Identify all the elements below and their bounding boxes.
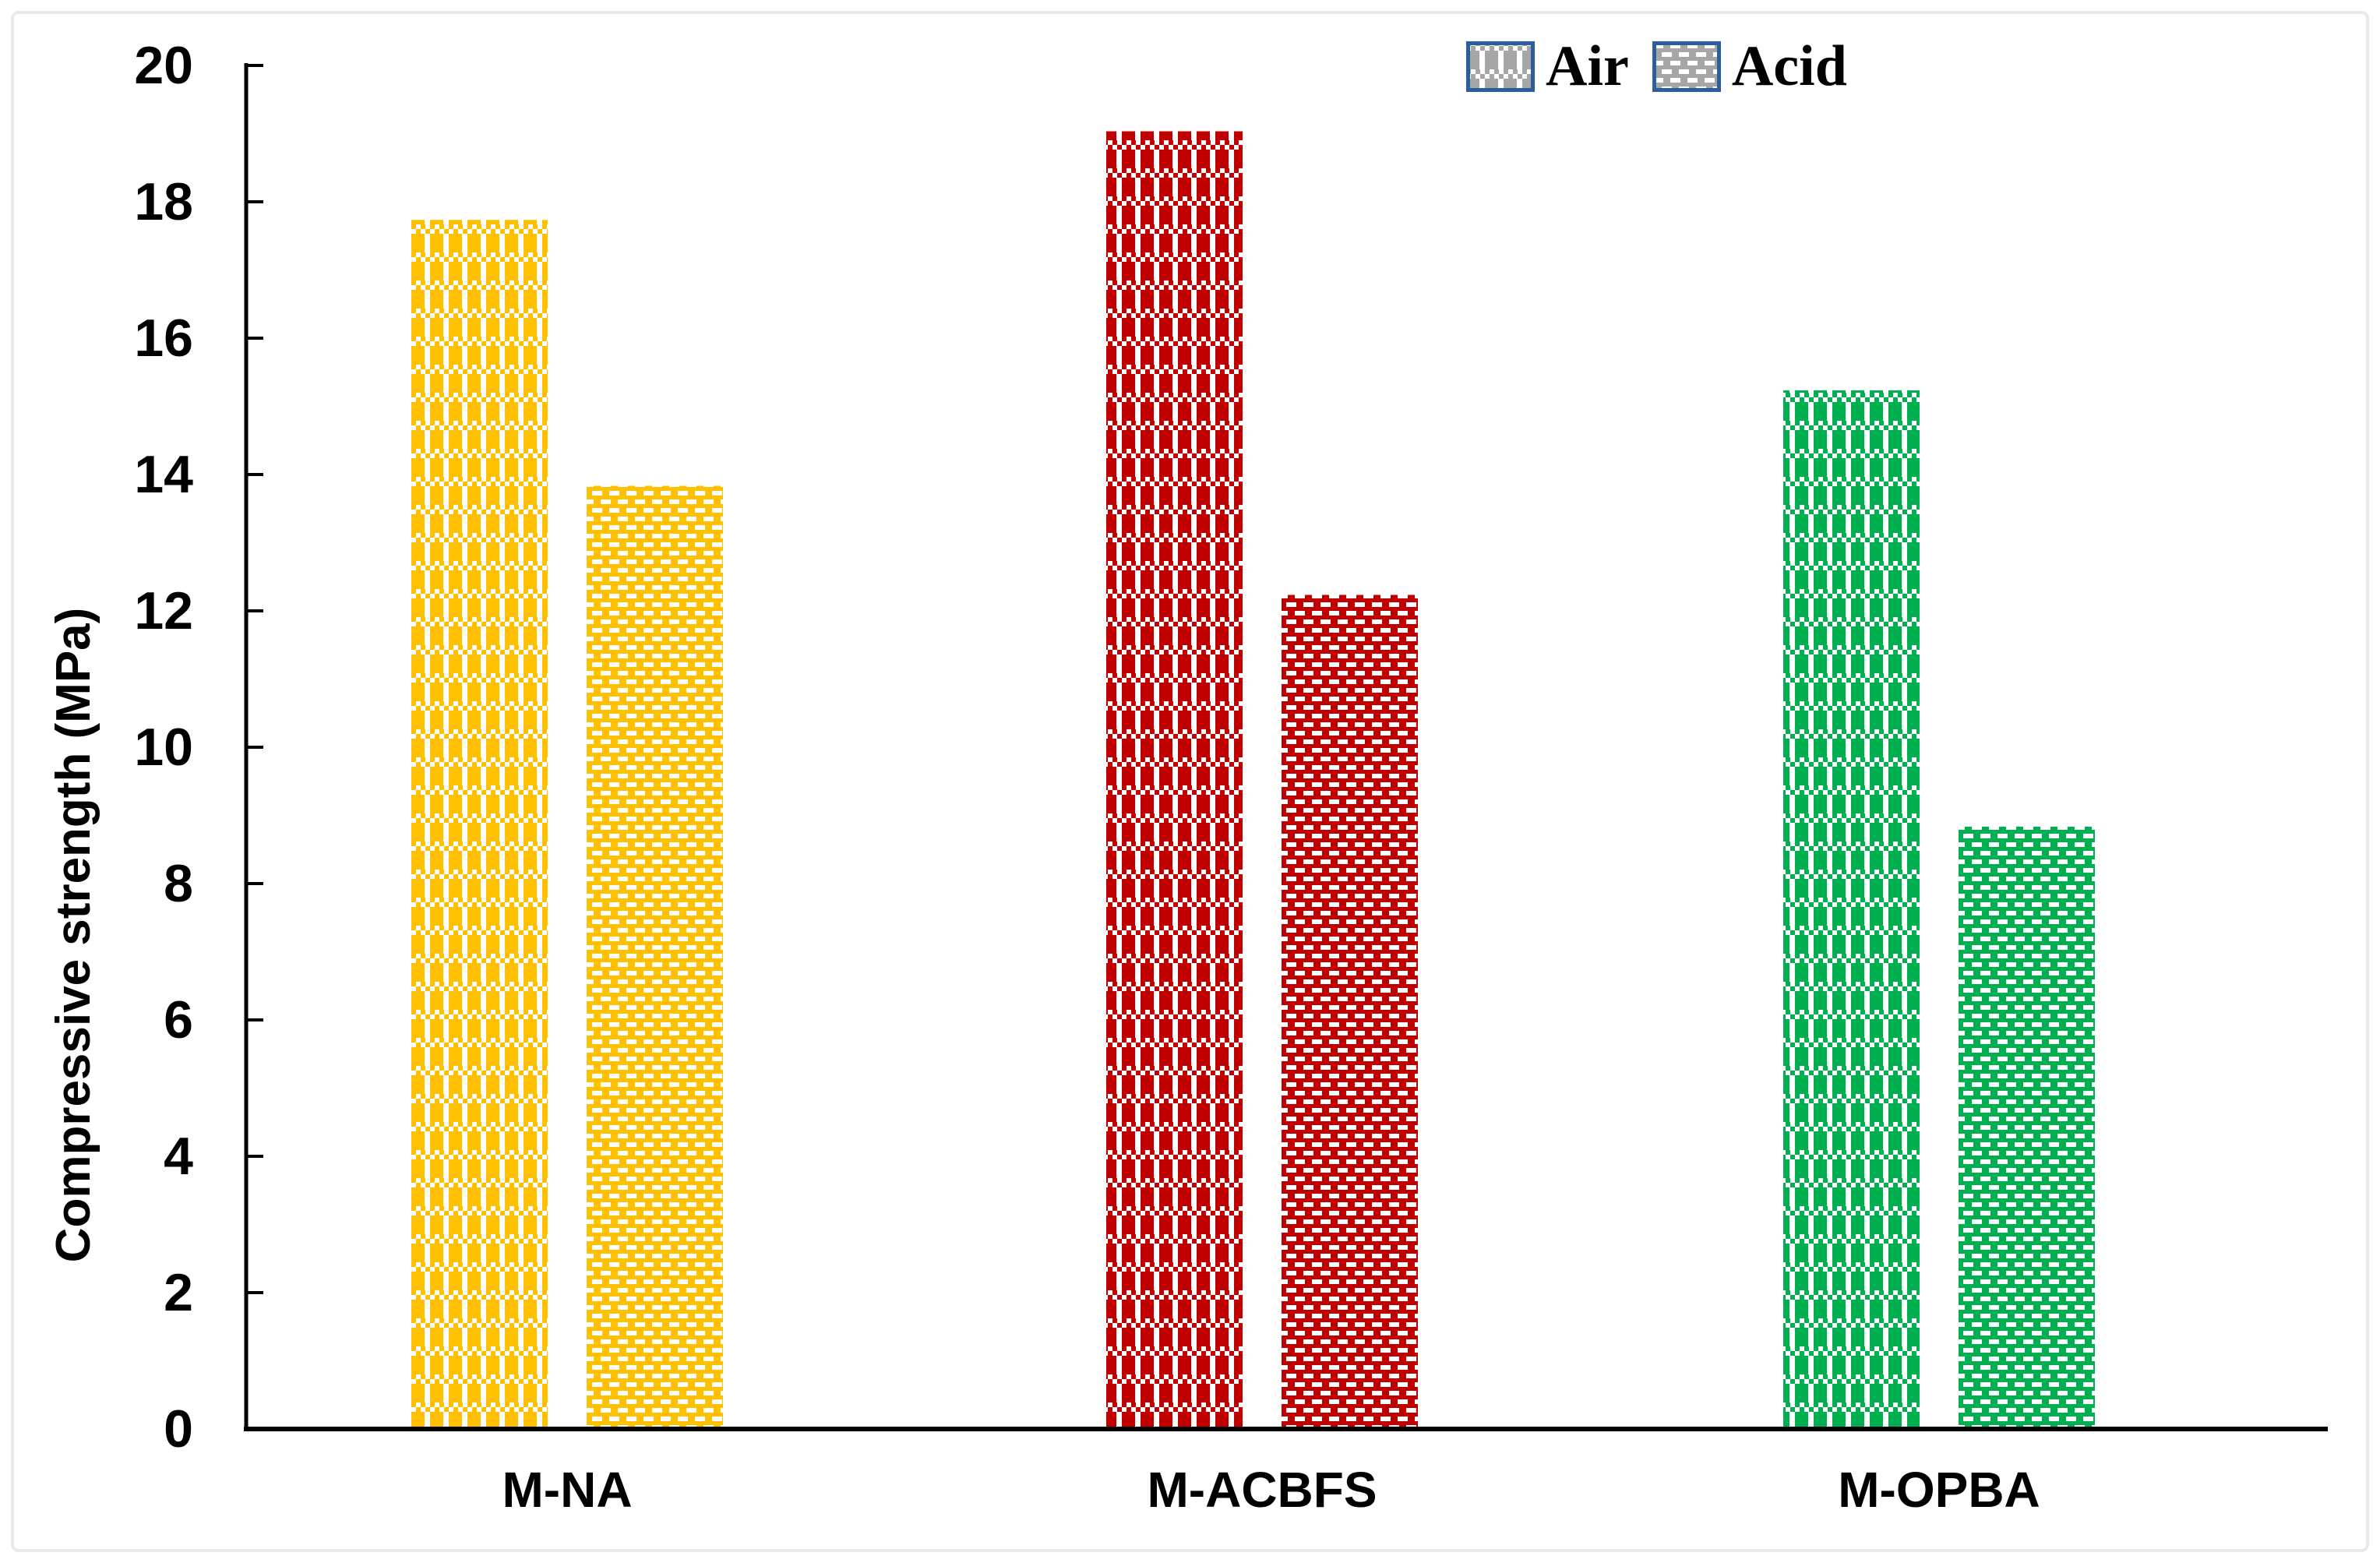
bar-air-m-acbfs [1106, 131, 1243, 1427]
legend-label-air: Air [1546, 34, 1629, 98]
x-category-label-m-acbfs: M-ACBFS [1147, 1462, 1377, 1518]
y-tick-label-12: 12 [134, 581, 193, 640]
legend-label-acid: Acid [1731, 34, 1847, 98]
y-tick-label-6: 6 [164, 990, 193, 1050]
y-tick-label-20: 20 [134, 36, 193, 95]
y-tick-label-18: 18 [134, 172, 193, 231]
legend-item-air: Air [1466, 37, 1629, 95]
legend: Air Acid [1466, 37, 1847, 95]
x-category-label-m-na: M-NA [502, 1462, 633, 1518]
axes [244, 63, 2328, 1431]
legend-swatch-air-pattern-icon [1466, 41, 1535, 92]
bar-air-m-opba [1783, 390, 1920, 1427]
bar-acid-m-acbfs [1282, 595, 1418, 1427]
bar-acid-m-na [587, 485, 723, 1427]
y-tick-label-0: 0 [164, 1399, 193, 1459]
legend-item-acid: Acid [1652, 37, 1847, 95]
y-tick-label-8: 8 [164, 854, 193, 913]
bar-air-m-na [411, 220, 548, 1427]
y-tick-label-4: 4 [164, 1127, 193, 1186]
y-axis-title: Compressive strength (MPa) [47, 607, 100, 1263]
y-tick-label-14: 14 [134, 445, 193, 504]
bars [411, 131, 2095, 1427]
y-tick-label-10: 10 [134, 718, 193, 777]
y-tick-label-16: 16 [134, 309, 193, 368]
y-tick-label-2: 2 [164, 1263, 193, 1322]
x-category-label-m-opba: M-OPBA [1838, 1462, 2040, 1518]
bar-acid-m-opba [1959, 827, 2095, 1427]
legend-swatch-acid-pattern-icon [1652, 41, 1721, 92]
